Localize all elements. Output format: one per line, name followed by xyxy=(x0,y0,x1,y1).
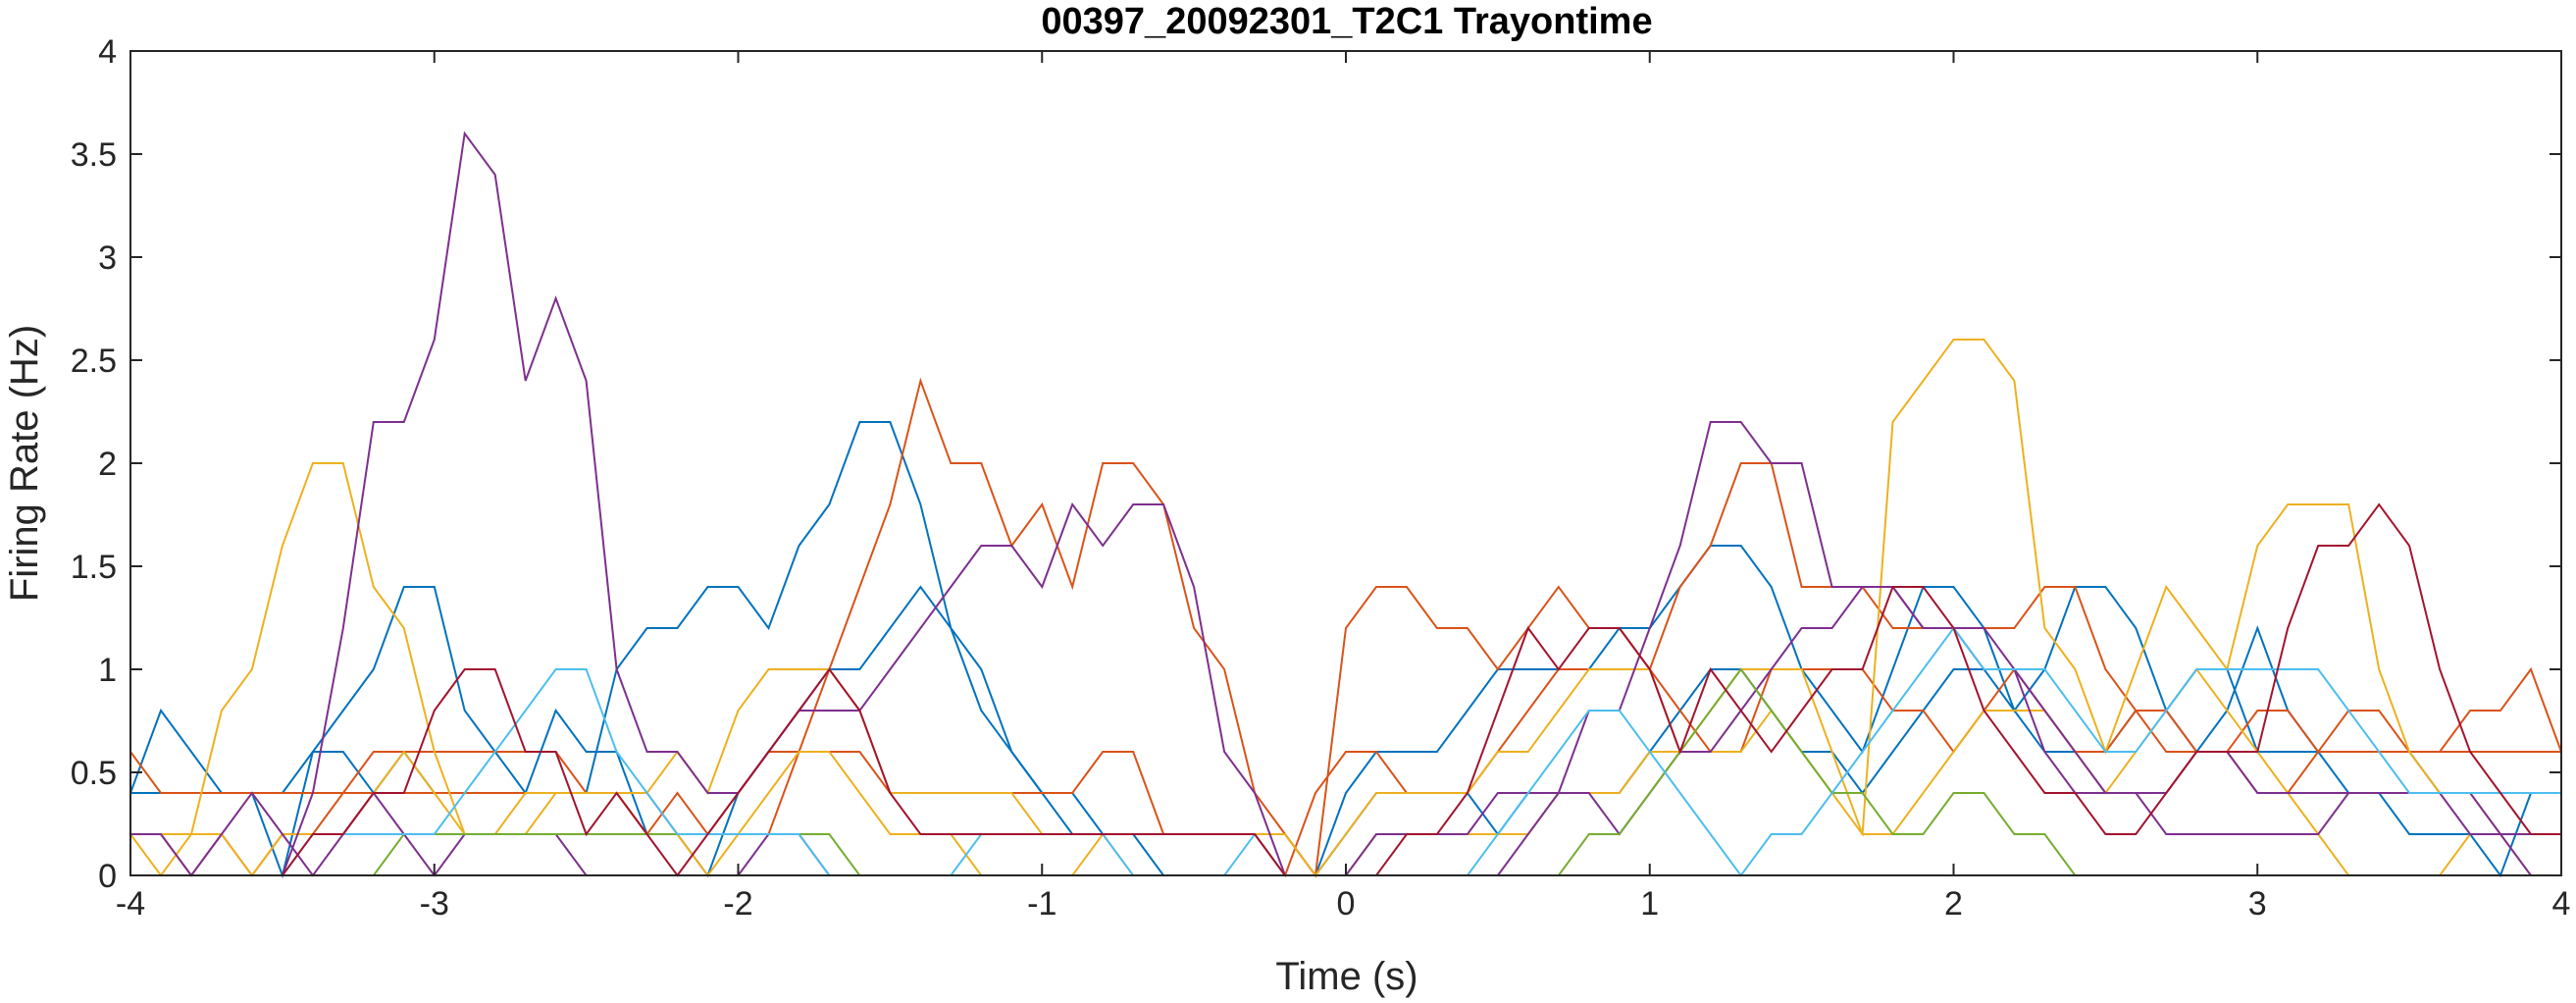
y-tick-label: 1 xyxy=(98,652,117,689)
series-line-11 xyxy=(130,502,2561,877)
y-tick-label: 1.5 xyxy=(71,549,117,586)
axes-layer: -4 -3 -2 -1 0 1 2 3 4 0 0.5 1 1.5 2 2.5 3 3.5 4 xyxy=(71,33,2571,923)
y-tick-label: 2.5 xyxy=(71,343,117,380)
series-line-5 xyxy=(130,339,2561,876)
plot-frame xyxy=(129,50,2562,876)
series-line-2 xyxy=(130,421,2561,879)
x-tick-label: 1 xyxy=(1640,885,1659,923)
series-layer xyxy=(129,131,2562,879)
series-line-4 xyxy=(130,667,2561,878)
y-tick-label: 0 xyxy=(98,858,117,895)
x-tick-label: -2 xyxy=(723,885,752,923)
y-tick-label: 4 xyxy=(98,33,117,71)
x-tick-label: -3 xyxy=(420,885,449,923)
series-line-9 xyxy=(130,667,2561,876)
chart-title: 00397_20092301_T2C1 Trayontime xyxy=(1041,1,1652,42)
series-line-7 xyxy=(130,131,2561,876)
x-tick-label: -4 xyxy=(116,885,145,923)
y-tick-label: 3.5 xyxy=(71,136,117,174)
x-tick-label: 4 xyxy=(2552,885,2571,923)
x-tick-label: 2 xyxy=(1944,885,1963,923)
y-axis-label: Firing Rate (Hz) xyxy=(3,325,46,602)
series-line-6 xyxy=(129,667,2561,877)
y-tick-label: 3 xyxy=(98,239,117,277)
y-tick-label: 2 xyxy=(98,446,117,483)
y-tick-label: 0.5 xyxy=(71,755,117,792)
x-tick-label: -1 xyxy=(1027,885,1056,923)
x-tick-label: 3 xyxy=(2248,885,2267,923)
x-tick-label: 0 xyxy=(1337,885,1356,923)
x-axis-label: Time (s) xyxy=(1275,955,1417,998)
